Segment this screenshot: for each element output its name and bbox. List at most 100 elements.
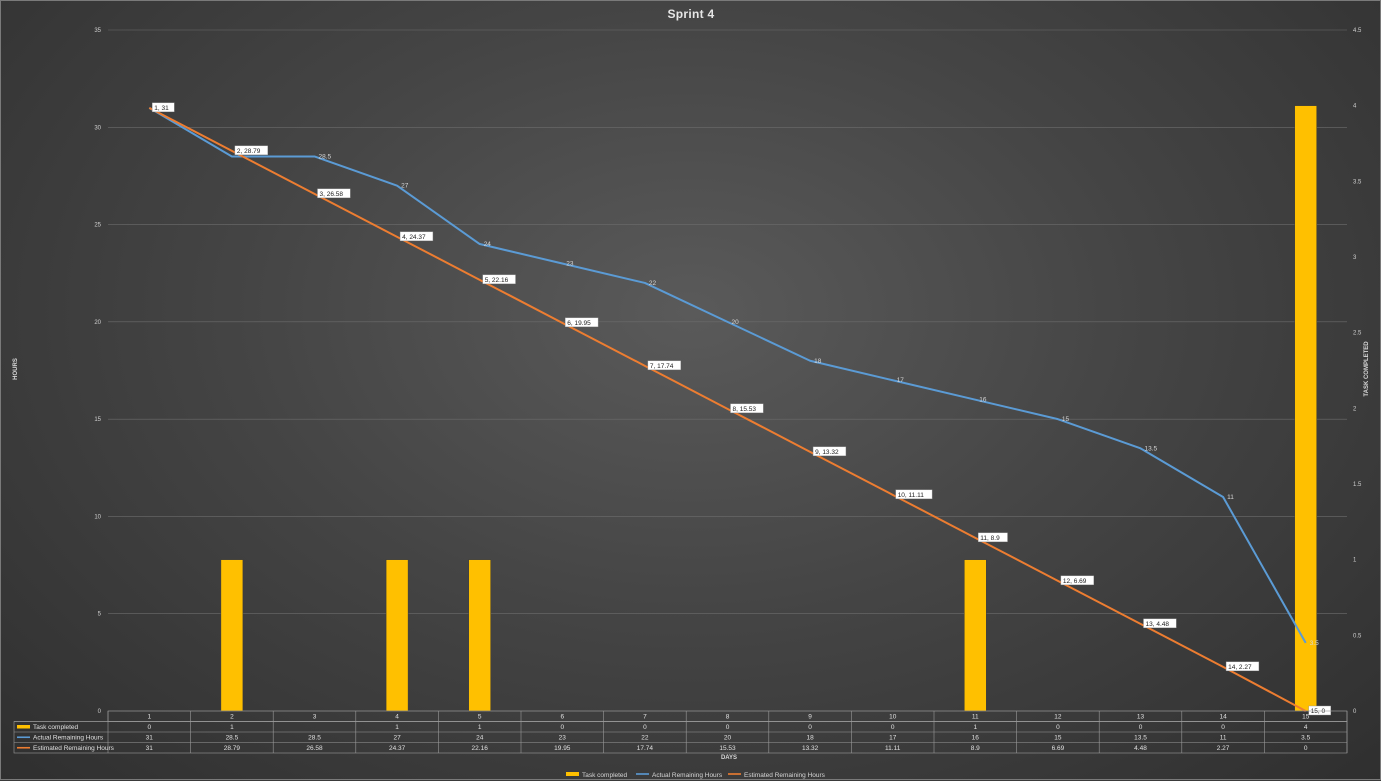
actual-data-label: 23: [566, 260, 574, 267]
estimated-label-box: [1225, 661, 1260, 672]
table-cell: 0: [1139, 724, 1143, 731]
y-tick-label: 10: [94, 514, 101, 520]
table-cell: 0: [891, 724, 895, 731]
estimated-label-box: [895, 489, 933, 500]
table-cell: 18: [806, 735, 814, 742]
x-category-label: 10: [889, 714, 897, 721]
estimated-label-box: [152, 102, 175, 113]
table-cell: 15.53: [719, 745, 736, 752]
estimated-label-box: [1060, 575, 1094, 586]
estimated-data-label: 15, 0: [1311, 708, 1326, 715]
estimated-data-label: 12, 6.69: [1063, 578, 1087, 585]
table-cell: 22.16: [472, 745, 489, 752]
estimated-label-box: [482, 274, 516, 285]
estimated-label-box: [565, 317, 599, 328]
table-cell: 23: [559, 735, 567, 742]
estimated-label-box: [647, 360, 681, 371]
estimated-data-label: 13, 4.48: [1146, 621, 1170, 628]
actual-data-label: 3.5: [1310, 640, 1319, 647]
actual-data-label: 24: [484, 241, 492, 248]
table-cell: 0: [808, 724, 812, 731]
table-cell: 19.95: [554, 745, 571, 752]
table-cell: 15: [1054, 735, 1062, 742]
actual-data-label: 13.5: [1145, 445, 1158, 452]
table-cell: 27: [393, 735, 401, 742]
actual-data-label: 22: [649, 280, 657, 287]
actual-data-label: 20: [732, 319, 740, 326]
actual-data-label: 15: [1062, 416, 1070, 423]
table-cell: 13.32: [802, 745, 819, 752]
x-category-label: 5: [478, 714, 482, 721]
x-category-label: 15: [1302, 714, 1310, 721]
estimated-hours-line: [148, 106, 1307, 712]
table-legend-key: [17, 725, 30, 729]
y2-tick-label: 2.5: [1353, 331, 1362, 337]
table-cell: 0: [147, 724, 151, 731]
table-body-border: [13, 721, 1348, 754]
y2-tick-label: 3: [1353, 255, 1357, 261]
legend-label: Actual Remaining Hours: [652, 772, 723, 779]
estimated-data-label: 3, 26.58: [320, 191, 344, 198]
estimated-label-box: [812, 446, 847, 457]
actual-hours-line: [148, 106, 1307, 644]
x-category-label: 9: [808, 714, 812, 721]
table-cell: 28.79: [224, 745, 241, 752]
table-cell: 11.11: [885, 745, 901, 752]
table-cell: 1: [973, 724, 977, 731]
x-category-label: 6: [560, 714, 564, 721]
actual-data-label: 16: [979, 397, 987, 404]
x-category-label: 7: [643, 714, 647, 721]
estimated-data-label: 7, 17.74: [650, 363, 674, 370]
estimated-data-label: 1, 31: [154, 105, 169, 112]
table-cell: 0: [1221, 724, 1225, 731]
y2-tick-label: 4.5: [1353, 28, 1362, 34]
table-cell: 31: [146, 735, 154, 742]
y-tick-label: 15: [94, 417, 101, 423]
x-category-label: 12: [1054, 714, 1062, 721]
actual-data-label: 27: [401, 183, 409, 190]
estimated-label-box: [234, 145, 268, 156]
table-cell: 17.74: [637, 745, 654, 752]
y2-tick-label: 2: [1353, 406, 1357, 412]
legend-label: Estimated Remaining Hours: [744, 772, 826, 779]
y-axis-title: HOURS: [13, 358, 19, 380]
y-tick-label: 30: [94, 125, 101, 131]
y2-tick-label: 1: [1353, 558, 1357, 564]
table-cell: 1: [230, 724, 234, 731]
x-category-label: 2: [230, 714, 234, 721]
estimated-data-label: 5, 22.16: [485, 277, 509, 284]
table-cell: 0: [1304, 745, 1308, 752]
estimated-data-label: 10, 11.11: [898, 492, 925, 499]
x-category-label: 3: [313, 714, 317, 721]
bar-task-completed: [1294, 105, 1317, 712]
estimated-data-label: 6, 19.95: [567, 320, 591, 327]
table-cell: 24.37: [389, 745, 406, 752]
actual-data-label: 17: [897, 377, 905, 384]
legend-key: [566, 772, 579, 776]
table-cell: 26.58: [306, 745, 323, 752]
estimated-data-label: 9, 13.32: [815, 449, 839, 456]
x-category-label: 4: [395, 714, 399, 721]
x-category-label: 1: [147, 714, 151, 721]
y-tick-label: 35: [94, 28, 101, 34]
chart-title: Sprint 4: [667, 7, 714, 21]
table-cell: 1: [395, 724, 399, 731]
y2-tick-label: 0: [1353, 709, 1357, 715]
estimated-data-label: 2, 28.79: [237, 148, 261, 155]
bar-task-completed: [964, 559, 987, 712]
x-category-label: 14: [1219, 714, 1227, 721]
table-cell: 0: [560, 724, 564, 731]
y-tick-label: 5: [98, 612, 102, 618]
table-series-name: Estimated Remaining Hours: [33, 745, 115, 752]
table-series-name: Actual Remaining Hours: [33, 735, 104, 742]
table-cell: 11: [1220, 735, 1227, 742]
estimated-label-box: [730, 403, 764, 414]
estimated-label-box: [1308, 705, 1331, 716]
table-cell: 28.5: [308, 735, 321, 742]
table-cell: 1: [478, 724, 482, 731]
table-cell: 20: [724, 735, 732, 742]
table-cell: 24: [476, 735, 484, 742]
x-category-label: 11: [972, 714, 979, 721]
y2-tick-label: 3.5: [1353, 179, 1362, 185]
